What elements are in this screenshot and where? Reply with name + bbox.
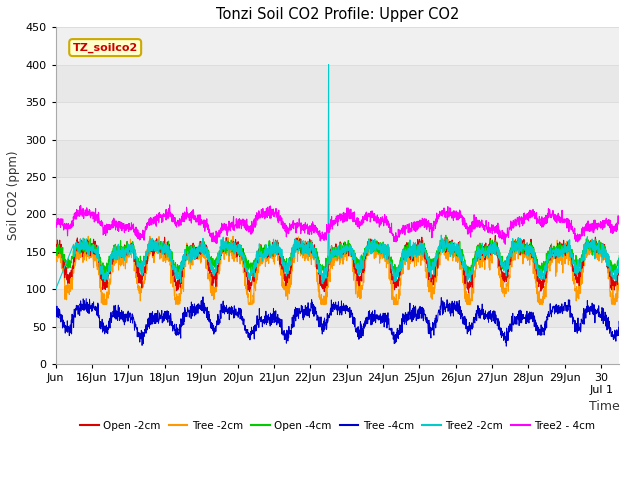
X-axis label: Time: Time	[589, 400, 620, 413]
Bar	[56, 140, 620, 177]
Bar	[56, 65, 620, 102]
Y-axis label: Soil CO2 (ppm): Soil CO2 (ppm)	[7, 151, 20, 240]
Bar	[56, 327, 620, 364]
Bar	[56, 177, 620, 215]
Bar	[56, 102, 620, 140]
Bar	[56, 215, 620, 252]
Bar	[56, 252, 620, 289]
Title: Tonzi Soil CO2 Profile: Upper CO2: Tonzi Soil CO2 Profile: Upper CO2	[216, 7, 460, 22]
Bar	[56, 289, 620, 327]
Text: TZ_soilco2: TZ_soilco2	[72, 42, 138, 53]
Bar	[56, 27, 620, 65]
Legend: Open -2cm, Tree -2cm, Open -4cm, Tree -4cm, Tree2 -2cm, Tree2 - 4cm: Open -2cm, Tree -2cm, Open -4cm, Tree -4…	[76, 417, 599, 435]
